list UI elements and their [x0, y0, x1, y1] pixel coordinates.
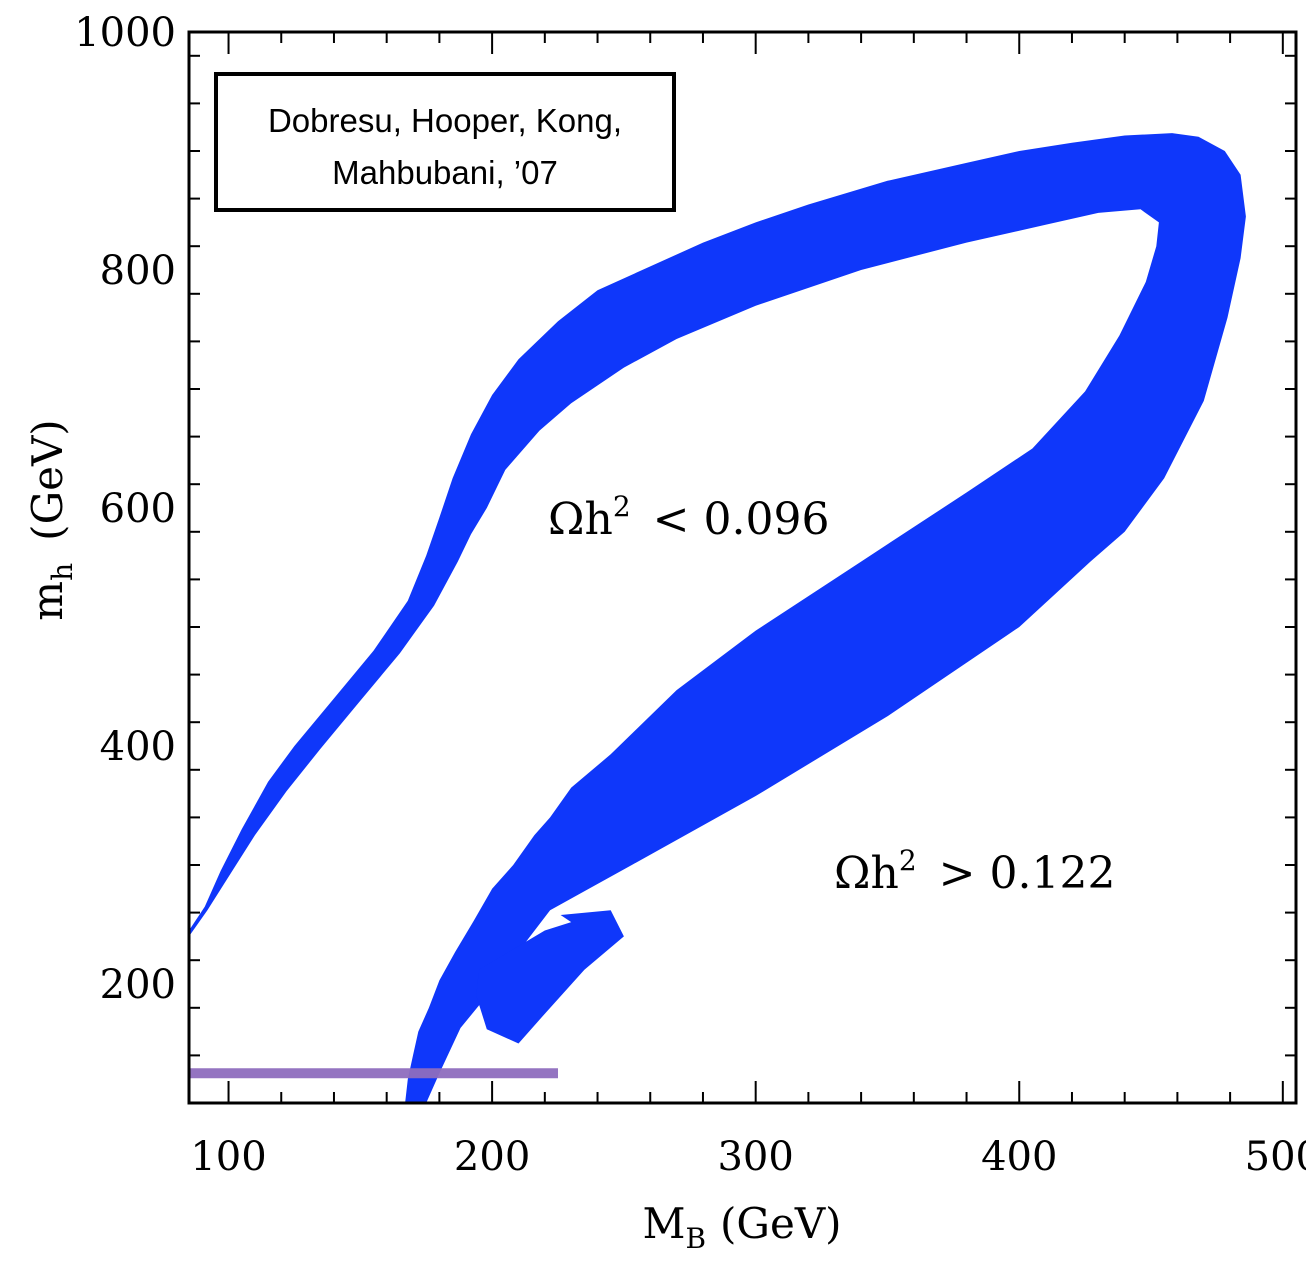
annotation-frame [214, 72, 676, 212]
x-tick-label: 300 [717, 1134, 793, 1180]
x-tick-label: 200 [454, 1134, 530, 1180]
y-axis-title-main: m [23, 581, 72, 621]
x-tick-label: 100 [190, 1134, 266, 1180]
y-axis-title-unit: (GeV) [23, 419, 72, 541]
region-label-underabundant: Ωh2 < 0.096 [548, 490, 829, 545]
x-axis-title-unit: (GeV) [720, 1199, 842, 1248]
axis-ticks [189, 32, 1296, 1104]
annotation-line-2: Mahbubani, ’07 [332, 154, 558, 191]
region-label-overabundant-sup: 2 [899, 844, 917, 877]
y-axis-title-sub: h [46, 563, 79, 581]
region-label-underabundant-prefix: Ωh [548, 494, 613, 545]
band-main-region [189, 133, 1246, 1103]
annotation-box: Dobresu, Hooper, Kong, Mahbubani, ’07 [214, 72, 676, 212]
plot-frame [187, 30, 1298, 1105]
y-tick-label: 400 [100, 724, 176, 770]
x-axis-title-main: M [642, 1199, 685, 1248]
region-label-underabundant-sup: 2 [613, 490, 631, 523]
band-lower-feature [476, 910, 624, 1044]
x-tick-label: 400 [981, 1134, 1057, 1180]
annotation-line-1: Dobresu, Hooper, Kong, [268, 102, 622, 139]
y-tick-label: 600 [100, 486, 176, 532]
x-tick-label: 500 [1245, 1134, 1306, 1180]
y-axis-title: mh (GeV) [23, 419, 79, 620]
y-tick-label: 1000 [74, 10, 176, 56]
y-tick-label: 200 [100, 962, 176, 1008]
region-label-underabundant-relation: < 0.096 [653, 494, 830, 545]
x-axis-title: MB (GeV) [642, 1199, 841, 1255]
region-label-overabundant: Ωh2 > 0.122 [834, 844, 1115, 899]
y-tick-label: 800 [100, 248, 176, 294]
region-label-overabundant-relation: > 0.122 [939, 848, 1116, 899]
x-tick-labels: 100 200 300 400 500 [190, 1134, 1306, 1180]
x-axis-title-sub: B [685, 1222, 706, 1255]
y-tick-labels: 200 400 600 800 1000 [74, 10, 176, 1008]
relic-density-band [189, 133, 1246, 1103]
region-label-overabundant-prefix: Ωh [834, 848, 899, 899]
